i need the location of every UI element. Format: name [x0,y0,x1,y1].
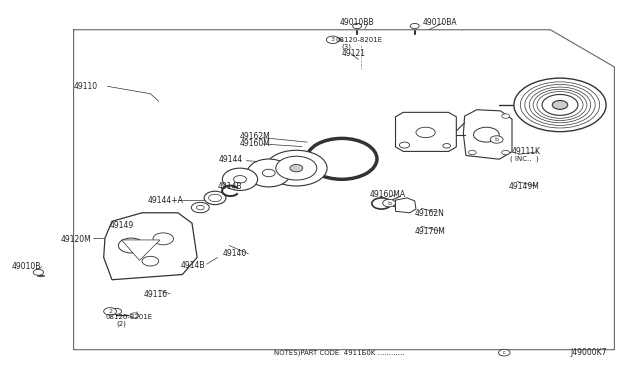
Circle shape [502,114,509,118]
Circle shape [118,238,144,253]
Circle shape [142,256,159,266]
Text: 08120-8201E: 08120-8201E [335,37,383,43]
Polygon shape [104,213,197,280]
Text: 49144+A: 49144+A [147,196,183,205]
Circle shape [353,23,362,29]
Circle shape [552,100,568,109]
Text: b: b [387,201,391,206]
Circle shape [326,36,339,44]
Circle shape [130,313,139,318]
Circle shape [191,202,209,213]
Text: 49010B: 49010B [12,262,41,271]
Circle shape [153,233,173,245]
Circle shape [474,127,499,142]
Text: (3): (3) [342,44,352,50]
Text: 4914B: 4914B [218,182,242,191]
Polygon shape [122,240,160,260]
Polygon shape [396,112,456,151]
Circle shape [399,142,410,148]
Text: NOTES)PART CODE  4911Б0K ............: NOTES)PART CODE 4911Б0K ............ [274,349,404,356]
Text: 49116: 49116 [143,291,168,299]
Text: b: b [495,137,499,142]
Text: 49121: 49121 [342,49,366,58]
Circle shape [234,176,246,183]
Ellipse shape [416,127,435,138]
Text: 3: 3 [331,37,335,42]
Circle shape [290,164,303,172]
Text: 49160M: 49160M [240,139,271,148]
Text: 49149: 49149 [110,221,134,230]
Ellipse shape [247,159,291,187]
Circle shape [196,205,204,210]
Circle shape [499,349,510,356]
Text: (2): (2) [116,320,126,327]
Text: 49010BA: 49010BA [422,18,457,27]
Circle shape [33,269,44,275]
Ellipse shape [223,168,258,190]
Ellipse shape [204,191,226,205]
Text: 2: 2 [108,309,112,314]
Circle shape [111,308,122,314]
Circle shape [410,23,419,29]
Circle shape [104,308,116,315]
Circle shape [262,169,275,177]
Circle shape [383,199,396,207]
Polygon shape [463,110,512,159]
Circle shape [443,144,451,148]
Text: 49111K: 49111K [512,147,541,156]
Text: 49110: 49110 [74,82,98,91]
Circle shape [514,78,606,132]
Circle shape [542,94,578,115]
Text: 08120-8201E: 08120-8201E [106,314,153,320]
Text: 49149M: 49149M [509,182,540,191]
Text: 49120M: 49120M [61,235,92,244]
Text: 4914B: 4914B [181,261,205,270]
Circle shape [502,150,509,155]
Circle shape [490,136,503,143]
Circle shape [266,150,327,186]
Text: 49010BB: 49010BB [339,18,374,27]
Text: 49160MA: 49160MA [370,190,406,199]
Circle shape [209,194,221,202]
Circle shape [468,150,476,155]
Text: 49170M: 49170M [415,227,445,236]
Text: J49000K7: J49000K7 [570,348,607,357]
Circle shape [307,138,377,179]
Polygon shape [396,198,416,213]
Text: 49162M: 49162M [240,132,271,141]
Text: c: c [503,350,506,355]
Circle shape [276,156,317,180]
Text: 49140: 49140 [223,249,247,258]
Text: 49144: 49144 [219,155,243,164]
Text: 49162N: 49162N [415,209,445,218]
Text: ( INC..  ): ( INC.. ) [510,155,539,162]
Circle shape [372,198,391,209]
